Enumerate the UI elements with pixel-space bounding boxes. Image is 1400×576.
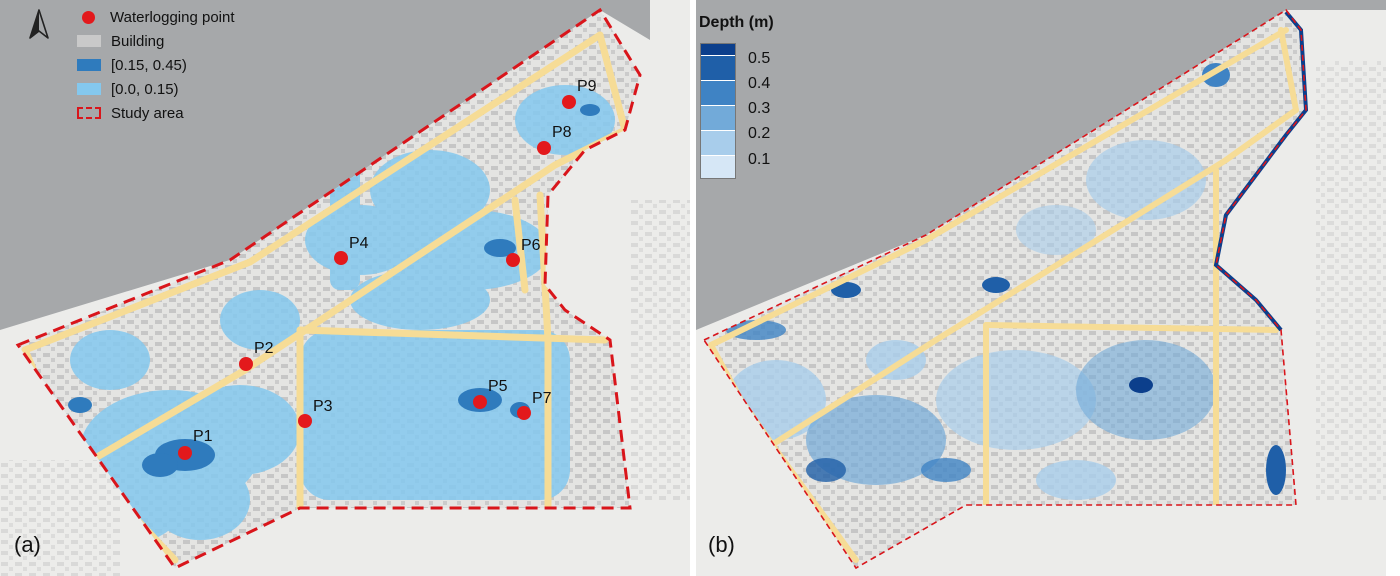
waterlogging-points — [178, 95, 576, 460]
depth-tick: 0.5 — [748, 50, 771, 67]
depth-cell — [701, 156, 735, 178]
panel-b-map: Depth (m) 0.5 0.4 0.3 0.2 0.1 (b) — [696, 0, 1386, 576]
legend-item-deep: [0.15, 0.45) — [77, 54, 187, 76]
point-label-p1: P1 — [193, 428, 213, 445]
depth-cell — [701, 106, 735, 131]
legend-label: [0.15, 0.45) — [111, 56, 187, 74]
point-label-p7: P7 — [532, 390, 552, 407]
point-label-p9: P9 — [577, 78, 597, 95]
legend: Waterlogging point Building [0.15, 0.45)… — [77, 6, 337, 126]
depth-color-bar — [700, 43, 736, 179]
point-label-p8: P8 — [552, 124, 572, 141]
legend-item-study-area: Study area — [77, 102, 184, 124]
point-label-p3: P3 — [313, 398, 333, 415]
depth-tick: 0.3 — [748, 100, 771, 117]
depth-patches — [726, 63, 1286, 500]
point-p4 — [334, 251, 348, 265]
deep-flood-swatch-icon — [77, 59, 101, 71]
depth-cell — [701, 81, 735, 106]
legend-label: Waterlogging point — [110, 8, 235, 26]
waterlogging-map — [0, 0, 690, 576]
depth-cell — [701, 44, 735, 56]
depth-cell — [701, 131, 735, 156]
panel-label-b: (b) — [708, 532, 735, 557]
depth-tick: 0.1 — [748, 151, 771, 168]
depth-legend-title: Depth (m) — [699, 14, 774, 31]
depth-map — [696, 0, 1386, 576]
point-label-p6: P6 — [521, 237, 541, 254]
point-p3 — [298, 414, 312, 428]
legend-item-waterlogging: Waterlogging point — [77, 6, 235, 28]
point-p8 — [537, 141, 551, 155]
study-area-dash-icon — [77, 107, 101, 119]
panel-a-map: P1 P2 P3 P4 P5 P6 P7 P8 P9 Waterlogging … — [0, 0, 690, 576]
legend-label: [0.0, 0.15) — [111, 80, 179, 98]
point-label-p4: P4 — [349, 235, 369, 252]
depth-cell — [701, 56, 735, 81]
point-label-p5: P5 — [488, 378, 508, 395]
legend-label: Study area — [111, 104, 184, 122]
point-p7 — [517, 406, 531, 420]
shallow-flood-swatch-icon — [77, 83, 101, 95]
depth-tick: 0.2 — [748, 125, 771, 142]
depth-tick: 0.4 — [748, 75, 771, 92]
legend-item-shallow: [0.0, 0.15) — [77, 78, 179, 100]
river — [696, 0, 1386, 330]
point-p5 — [473, 395, 487, 409]
point-p1 — [178, 446, 192, 460]
panel-label-a: (a) — [14, 532, 41, 557]
point-label-p2: P2 — [254, 340, 274, 357]
river — [0, 0, 650, 330]
building-swatch-icon — [77, 35, 101, 47]
legend-item-building: Building — [77, 30, 164, 52]
waterlogging-dot-icon — [82, 10, 95, 24]
point-p2 — [239, 357, 253, 371]
study-area-boundary — [15, 7, 642, 570]
legend-label: Building — [111, 32, 165, 50]
point-p9 — [562, 95, 576, 109]
point-p6 — [506, 253, 520, 267]
study-area-boundary — [702, 8, 1307, 570]
north-arrow-icon — [29, 9, 49, 39]
